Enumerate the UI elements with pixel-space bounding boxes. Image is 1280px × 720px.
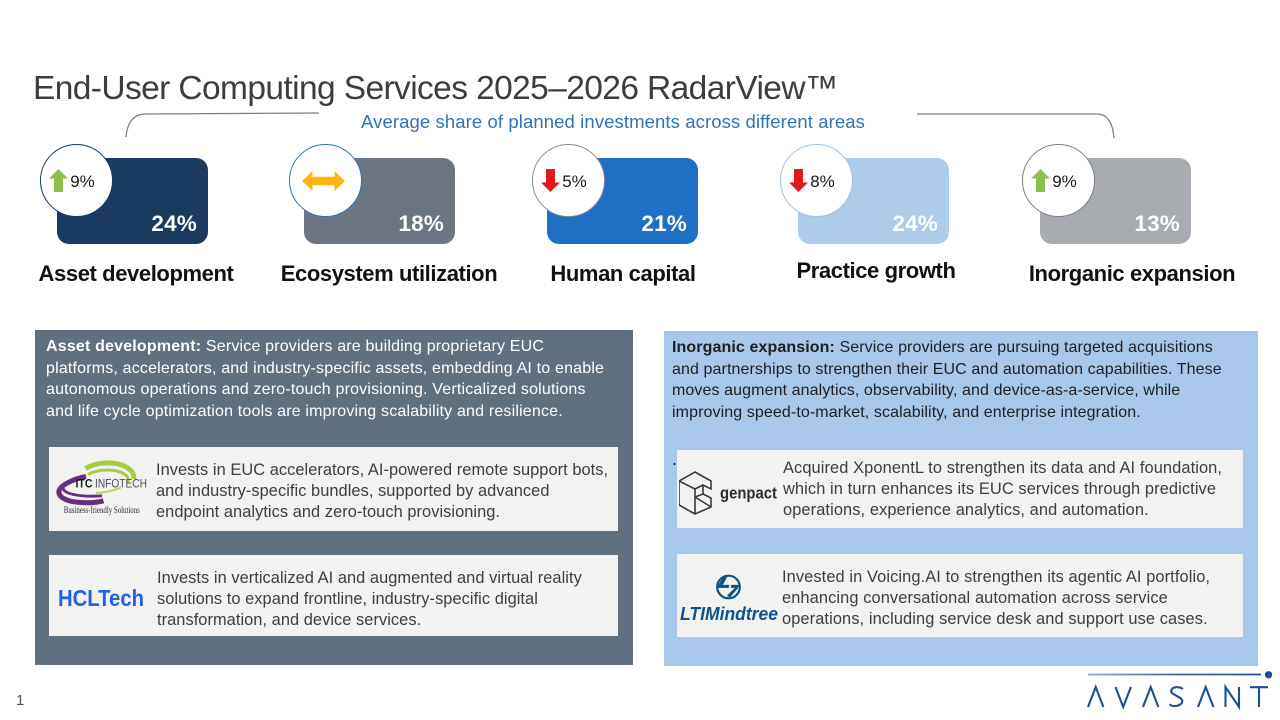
svg-text:HCLTech: HCLTech — [58, 586, 144, 611]
svg-text:LTIMindtree: LTIMindtree — [680, 604, 778, 624]
svg-text:genpact: genpact — [720, 484, 777, 503]
svg-text:Business-friendly Solutions: Business-friendly Solutions — [64, 505, 140, 516]
svg-text:INFOTECH: INFOTECH — [95, 477, 147, 491]
svg-text:ITC: ITC — [76, 477, 93, 491]
